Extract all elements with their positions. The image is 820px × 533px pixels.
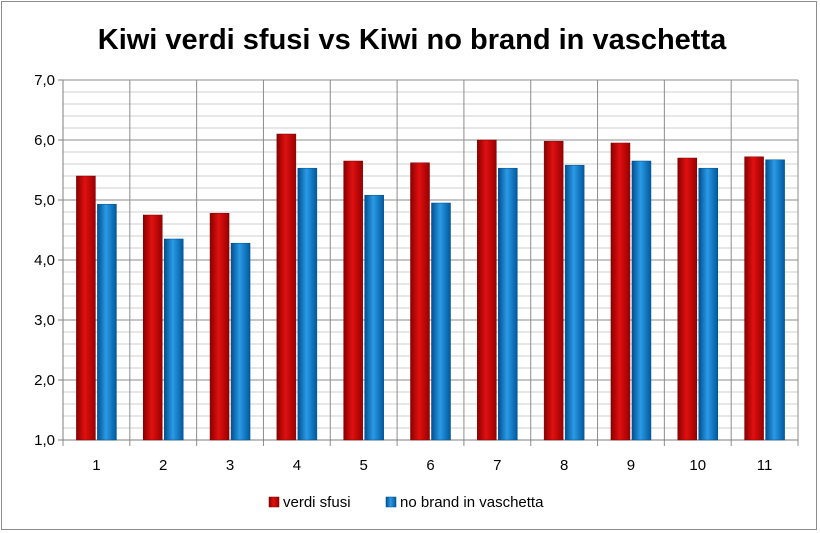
bar-no-brand-vaschetta [364, 194, 384, 441]
y-tick-label: 6,0 [34, 132, 55, 149]
bar-no-brand-vaschetta [564, 164, 585, 441]
bar-verdi-sfusi [142, 214, 163, 441]
bar-no-brand-vaschetta [230, 242, 251, 441]
x-tick-label: 1 [92, 457, 100, 474]
x-tick-label: 2 [159, 457, 167, 474]
bar-no-brand-vaschetta [765, 159, 785, 441]
x-tick-label: 11 [757, 457, 773, 474]
y-tick-label: 2,0 [34, 372, 55, 389]
x-tick-label: 4 [293, 457, 301, 474]
x-tick-label: 3 [226, 457, 234, 474]
legend-label: no brand in vaschetta [400, 494, 544, 511]
bar-verdi-sfusi [543, 140, 564, 441]
y-tick-label: 7,0 [34, 72, 55, 89]
y-tick-label: 4,0 [34, 252, 55, 269]
axes [58, 79, 798, 441]
x-tick-label: 6 [426, 457, 434, 474]
bar-verdi-sfusi [209, 212, 230, 441]
bar-verdi-sfusi [744, 156, 764, 441]
bar-verdi-sfusi [343, 160, 363, 441]
tick-labels: 1,0 2,0 3,0 4,0 5,0 6,0 7,0 1 2 3 4 5 6 7 8 9 10 11 [34, 72, 772, 474]
chart-title: Kiwi verdi sfusi vs Kiwi no brand in vas… [98, 24, 727, 56]
bar-verdi-sfusi [410, 162, 430, 441]
y-tick-label: 3,0 [34, 312, 55, 329]
legend-label: verdi sfusi [283, 494, 351, 511]
bar-no-brand-vaschetta [498, 167, 518, 441]
bar-verdi-sfusi [276, 133, 297, 441]
y-tick-label: 5,0 [34, 192, 55, 209]
x-tick-label: 7 [493, 457, 501, 474]
y-tick-label: 1,0 [34, 432, 55, 449]
x-tick-label: 9 [627, 457, 635, 474]
bar-no-brand-vaschetta [431, 202, 451, 441]
bars [76, 133, 785, 441]
bar-verdi-sfusi [610, 142, 631, 441]
bar-no-brand-vaschetta [631, 160, 652, 441]
bar-verdi-sfusi [76, 175, 96, 441]
legend-swatch [268, 496, 280, 508]
bar-no-brand-vaschetta [698, 167, 719, 441]
bar-no-brand-vaschetta [97, 203, 117, 441]
x-tick-label: 10 [689, 457, 706, 474]
gridlines [62, 79, 799, 446]
legend-swatch [385, 496, 397, 508]
bar-no-brand-vaschetta [163, 238, 184, 441]
legend: verdi sfusi no brand in vaschetta [268, 494, 544, 511]
bar-verdi-sfusi [677, 157, 698, 441]
x-tick-label: 8 [560, 457, 568, 474]
bar-no-brand-vaschetta [297, 167, 318, 441]
x-tick-label: 5 [360, 457, 368, 474]
bar-verdi-sfusi [477, 139, 497, 441]
